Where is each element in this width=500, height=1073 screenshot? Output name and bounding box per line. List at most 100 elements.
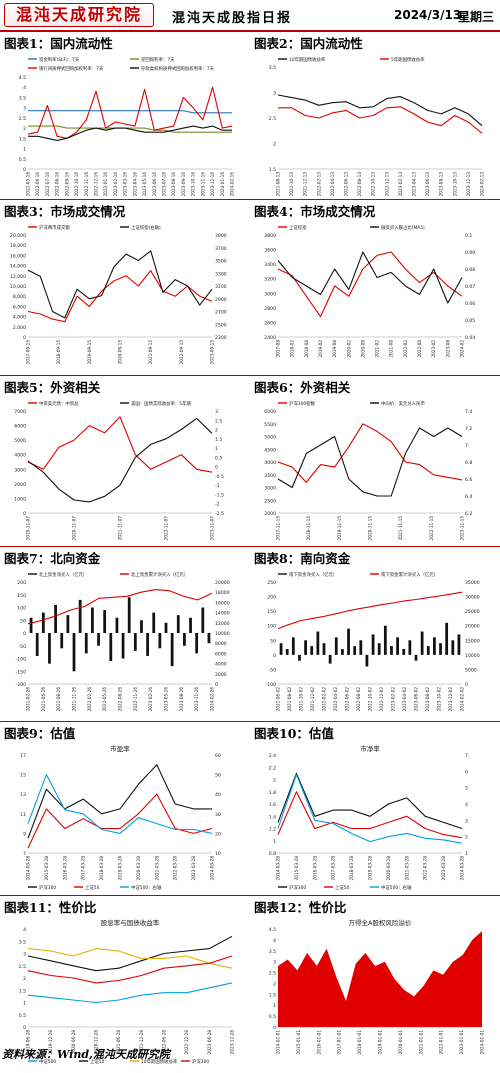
x-tick-label: 2023-05-26 [164, 687, 169, 712]
x-tick-label: 2024-01-16 [220, 172, 225, 197]
y2-tick-label: 40 [215, 792, 221, 798]
plot-area [27, 935, 233, 1004]
bar [316, 631, 320, 655]
y2-tick-label: 35000 [465, 580, 480, 586]
bar [195, 633, 199, 654]
y-tick-label: 0 [23, 167, 26, 173]
y2-tick-label: 6000 [215, 651, 227, 657]
y2-tick-label: 50 [215, 773, 221, 779]
chart-panel-6: 图表6：外资相关 沪深300指数 中间价：美元兑人民币 6000 5500 5000 450… [250, 377, 500, 553]
y2-tick-label: -2.5 [215, 511, 224, 517]
y2-tick-label: -2 [215, 502, 220, 508]
x-tick-label: 2020-11-07 [72, 516, 77, 541]
y2-tick-label: 2 [465, 835, 468, 841]
bar [390, 646, 393, 655]
x-tick-label: 2022-06-02 [345, 687, 350, 712]
bar [72, 633, 76, 672]
bar [298, 654, 301, 661]
panel-title: 图表1：国内流动性 [4, 36, 113, 51]
x-tick-label: 2018-08 [304, 340, 309, 358]
x-tick-label: 2017-08 [276, 340, 281, 358]
x-tick-label: 2023-03-28 [441, 856, 446, 881]
x-tick-label: 2024-03-28 [460, 856, 465, 881]
x-tick-label: 2021-06-28 [116, 1030, 121, 1055]
x-tick-label: 2017-09-15 [26, 340, 31, 365]
chart-legend: 沪深300 上证50 中证500：右轴 [278, 884, 412, 891]
y2-tick-label: 0.09 [465, 250, 475, 256]
y2-tick-label: 18000 [215, 590, 230, 596]
line-series-2 [277, 427, 463, 497]
y2-tick-label: 2500 [215, 322, 227, 328]
line-series-1 [277, 251, 463, 318]
report-title: 混沌天成股指日报 [172, 11, 293, 26]
legend-label: 上证综指 [289, 224, 307, 231]
x-tick-label: 2023-02-02 [391, 687, 396, 712]
x-tick-label: 2018-03-28 [99, 856, 104, 881]
chart-panel-12: 图表12：性价比 万得全A股权风险溢价 4.5 4 3.5 3 2.5 2 1.5 1 0.5 0 20… [250, 897, 500, 1073]
bar [207, 633, 211, 644]
x-tick-label: 2020-01-01 [398, 1030, 403, 1055]
line-series-1 [277, 94, 483, 127]
x-tick-label: 2021-08 [389, 340, 394, 358]
y-tick-label: 20,000 [10, 233, 26, 239]
y2-tick-label: 3700 [215, 246, 227, 252]
x-tick-label: 2017-03-28 [331, 856, 336, 881]
x-tick-label: 2020-11-15 [368, 516, 373, 541]
y-tick-label: 4500 [264, 447, 276, 453]
y-tick-label: 0.5 [19, 157, 26, 163]
y-tick-label: -200 [16, 682, 27, 688]
legend-label: 北上资金累计净买入（亿元） [131, 571, 188, 578]
y-tick-label: 1 [273, 839, 276, 845]
x-tick-label: 2022-09-15 [179, 340, 184, 365]
x-tick-label: 2022-05-26 [102, 687, 107, 712]
y2-tick-label: 0.04 [465, 335, 475, 341]
x-tick-label: 2023-11-26 [194, 687, 199, 712]
y2-tick-label: 10000 [215, 631, 230, 637]
y-tick-label: 1.2 [269, 827, 276, 833]
row-divider [0, 895, 500, 896]
x-tick-label: 2019-03-28 [368, 856, 373, 881]
y2-tick-label: 10 [215, 851, 221, 857]
x-tick-label: 2017-01-01 [337, 1030, 342, 1055]
y-tick-label: -150 [16, 669, 27, 675]
y2-tick-label: 20000 [465, 624, 480, 630]
bar [41, 612, 45, 633]
legend-label: 中证500：右轴 [131, 884, 162, 891]
x-tick-label: 2022-05-16 [26, 172, 31, 197]
x-tick-label: 2022-08-16 [55, 172, 60, 197]
report-date: 2024/3/13 [394, 8, 462, 22]
x-tick-label: 2020-03-28 [386, 856, 391, 881]
legend-label: 沪深两市成交额 [39, 224, 70, 231]
legend-label: 沪深300 [289, 884, 306, 891]
y2-tick-label: 2700 [215, 310, 227, 316]
bar [78, 599, 82, 633]
y-tick-label: 2.5 [269, 116, 276, 122]
x-tick-label: 2022-09-16 [64, 172, 69, 197]
x-tick-label: 2022-02-26 [87, 687, 92, 712]
bar [359, 640, 363, 655]
x-tick-label: 2020-08 [360, 340, 365, 358]
y2-tick-label: 0 [465, 682, 468, 688]
y2-tick-label: -1.5 [215, 492, 224, 498]
y-tick-label: 3600 [264, 248, 276, 254]
y-tick-label: 1.6 [269, 802, 276, 808]
panel-title: 图表3：市场成交情况 [4, 204, 126, 219]
x-tick-label: 2016-03-28 [62, 856, 67, 881]
x-tick-label: 2017-03-28 [81, 856, 86, 881]
legend-label: 沪深300 [192, 1058, 209, 1065]
bar [445, 622, 449, 655]
y-tick-label: 0 [23, 1025, 26, 1031]
x-tick-label: 2023-05-16 [142, 172, 147, 197]
bar [189, 617, 192, 633]
y-tick-label: 4.5 [19, 75, 26, 81]
bar [420, 631, 424, 655]
y-tick-label: 150 [17, 593, 26, 599]
y-tick-label: 1.5 [269, 992, 276, 998]
y-tick-label: 18,000 [10, 243, 26, 249]
x-tick-label: 2022-06-13 [344, 172, 349, 197]
area-series [278, 931, 482, 1027]
x-tick-label: 2018-02 [290, 340, 295, 358]
x-tick-label: 2024-02 [460, 340, 465, 358]
panel-title: 图表2：国内流动性 [254, 36, 363, 51]
x-tick-label: 2021-12-02 [310, 687, 315, 712]
